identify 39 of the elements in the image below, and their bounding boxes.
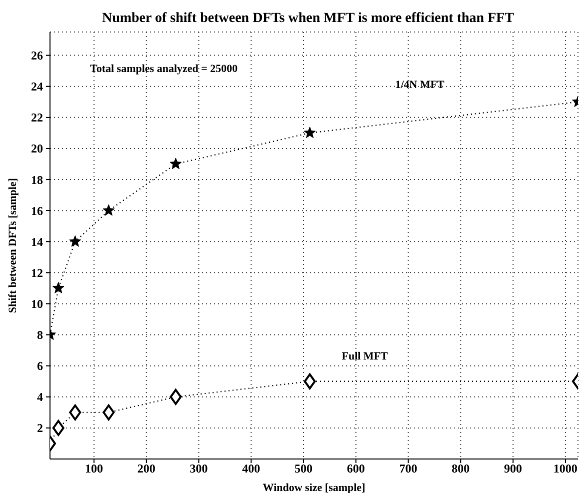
point [69, 404, 82, 420]
chart-title: Number of shift between DFTs when MFT is more efficient than FFT [102, 11, 515, 26]
y-tick-label: 10 [31, 296, 43, 311]
x-tick-label: 500 [294, 462, 313, 476]
x-tick-label: 900 [504, 462, 522, 476]
x-tick-label: 400 [242, 462, 260, 476]
point [52, 420, 64, 436]
y-tick-label: 22 [31, 110, 43, 125]
text: 1/4N MFT [395, 78, 446, 91]
y-tick-label: 26 [31, 48, 43, 63]
x-axis-title: Window size [sample] [262, 482, 366, 494]
point [170, 388, 182, 405]
y-tick-label: 14 [31, 234, 43, 249]
point [102, 404, 115, 420]
y-tick-label: 18 [31, 172, 43, 187]
point [69, 235, 82, 247]
y-tick-label: 6 [37, 359, 43, 374]
x-tick-label: 200 [137, 462, 156, 476]
x-tick-label: 1000 [553, 462, 578, 476]
series-label: Full MFT [342, 350, 389, 362]
y-tick-label: 12 [31, 266, 43, 280]
x-tick-label: 700 [399, 462, 418, 476]
x-tick-label: 100 [85, 462, 103, 476]
x-tick-label: 800 [452, 462, 470, 476]
point [304, 126, 316, 138]
point [52, 282, 64, 294]
y-tick-label: 16 [31, 204, 43, 218]
y-tick-label: 4 [37, 390, 43, 404]
y-axis-title: Shift between DFTs [sample] [6, 178, 19, 313]
y-tick-label: 20 [31, 142, 43, 156]
y-tick-label: 2 [37, 421, 43, 436]
point [170, 158, 182, 170]
x-tick-label: 600 [346, 462, 365, 476]
y-tick-label: 24 [31, 80, 43, 94]
y-tick-label: 8 [37, 328, 43, 342]
annotation: Total samples analyzed = 25000 [90, 63, 238, 75]
point [102, 204, 115, 216]
x-tick-label: 300 [190, 462, 208, 476]
point [304, 373, 316, 390]
